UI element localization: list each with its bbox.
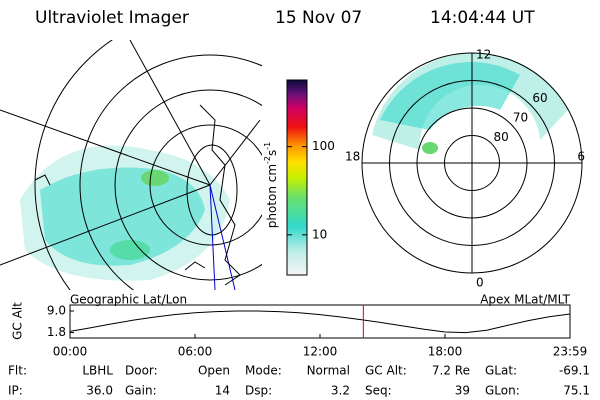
field-value: 7.2 Re [432, 364, 470, 378]
unit-part: s [265, 150, 279, 156]
y-axis-label: GC Alt [11, 302, 25, 340]
geographic-map [0, 40, 262, 290]
x-tick-label: 00:00 [53, 345, 88, 359]
field-label: IP: [8, 384, 23, 398]
latitude-ring [444, 135, 500, 191]
field-label: Mode: [245, 364, 282, 378]
latitude-ring [389, 80, 555, 246]
colorbar-label: photon cm-2s-1 [263, 142, 279, 229]
field-value: Normal [307, 364, 350, 378]
altitude-line [69, 310, 571, 334]
field-value: 75.1 [563, 384, 590, 398]
field-label: GLon: [485, 384, 520, 398]
title: Ultraviolet Imager [35, 8, 189, 28]
mlt-label: 18 [345, 150, 360, 164]
field-value: 3.2 [331, 384, 350, 398]
map-label: Apex MLat/MLT [480, 293, 570, 307]
field-label: GC Alt: [365, 364, 407, 378]
mlt-label: 12 [476, 48, 491, 62]
x-tick-label: 06:00 [178, 345, 213, 359]
latitude-ring [416, 107, 528, 219]
field-label: Flt: [8, 364, 27, 378]
field-label: Gain: [125, 384, 157, 398]
date: 15 Nov 07 [275, 8, 362, 28]
latitude-label: 70 [513, 111, 528, 125]
polar-map [361, 52, 583, 274]
field-label: GLat: [485, 364, 517, 378]
footer: Flt: LBHL Door: Open Mode: Normal GC Alt: 7.2 R… [8, 364, 590, 398]
mlt-label: 0 [476, 276, 484, 290]
x-tick-label: 18:00 [428, 345, 463, 359]
colorbar-tick-label: 100 [312, 139, 335, 153]
field-value: Open [198, 364, 230, 378]
unit-part: photon cm [265, 164, 279, 228]
map-label: Geographic Lat/Lon [70, 293, 187, 307]
latitude-label: 80 [493, 130, 508, 144]
field-label: Door: [125, 364, 158, 378]
field-value: 14 [215, 384, 230, 398]
field-value: LBHL [82, 364, 113, 378]
latitude-label: 60 [532, 91, 547, 105]
field-label: Dsp: [245, 384, 272, 398]
colorbar-tick-label: 10 [312, 227, 327, 241]
unit-part: -2 [263, 156, 272, 164]
unit-part: -1 [263, 142, 272, 150]
colorbar [286, 79, 308, 276]
field-value: 39 [455, 384, 470, 398]
field-value: 36.0 [86, 384, 113, 398]
altitude-plot-frame [69, 304, 571, 339]
y-tick-label: 9.0 [47, 304, 66, 318]
field-value: -69.1 [559, 364, 590, 378]
mlt-label: 6 [577, 150, 585, 164]
x-tick-label: 12:00 [303, 345, 338, 359]
y-tick-label: 1.8 [47, 325, 66, 339]
field-label: Seq: [365, 384, 392, 398]
x-tick-label: 23:59 [553, 345, 588, 359]
time: 14:04:44 UT [430, 8, 535, 28]
